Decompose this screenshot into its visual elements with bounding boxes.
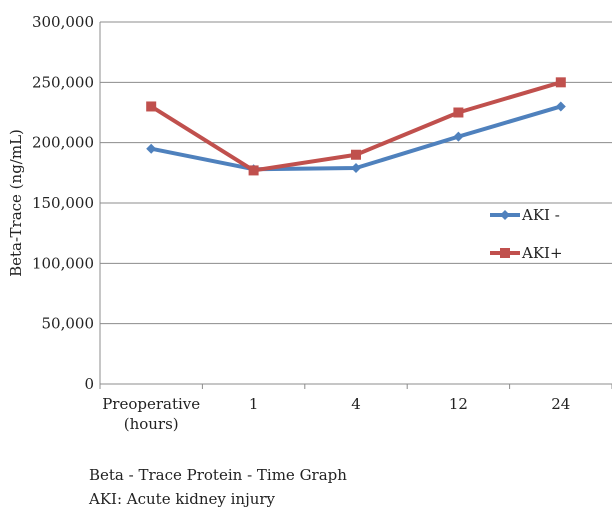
y-tick-labels: 0 50,000 100,000 150,000 200,000 250,000 300,0… [32, 13, 94, 393]
x-tick-labels: Preoperative (hours) 1 4 12 24 [102, 395, 570, 433]
x-tick-label: 12 [449, 395, 468, 413]
line-chart: 0 50,000 100,000 150,000 200,000 250,000 300,0… [7, 13, 612, 433]
x-tick-label: Preoperative (hours) [102, 395, 200, 433]
series-1 [146, 77, 566, 176]
y-tick-label: 100,000 [32, 254, 94, 272]
data-point [146, 101, 157, 112]
series-lines [146, 77, 566, 176]
y-tick-label: 300,000 [32, 13, 94, 31]
y-tick-label: 200,000 [32, 134, 94, 152]
y-tick-label: 150,000 [32, 194, 94, 212]
x-tick-label: 4 [351, 395, 361, 413]
caption-note: AKI: Acute kidney injury [89, 490, 276, 508]
legend-swatch-marker [500, 248, 510, 258]
data-point [453, 131, 464, 142]
legend-entry: AKI - [490, 206, 560, 224]
series-line [150, 104, 562, 172]
data-point [248, 165, 259, 176]
data-point [555, 101, 566, 112]
data-point [146, 143, 157, 154]
legend-entry: AKI+ [490, 244, 563, 262]
y-tick-label: 50,000 [42, 315, 95, 333]
x-tick-label: 1 [249, 395, 259, 413]
data-point [351, 163, 361, 174]
legend-label: AKI - [521, 206, 560, 224]
legend: AKI - AKI+ [490, 206, 563, 262]
data-point [453, 107, 464, 118]
caption-title: Beta - Trace Protein - Time Graph [89, 466, 347, 484]
x-tick-label: 24 [551, 395, 570, 413]
data-point [351, 149, 361, 160]
data-point [555, 77, 566, 88]
legend-label: AKI+ [521, 244, 563, 262]
legend-swatch-marker [500, 210, 510, 220]
series-0 [146, 101, 566, 175]
grid-lines [99, 21, 612, 389]
y-axis-title: Beta-Trace (ng/mL) [7, 129, 25, 277]
y-tick-label: 0 [84, 375, 94, 393]
y-tick-label: 250,000 [32, 73, 94, 91]
